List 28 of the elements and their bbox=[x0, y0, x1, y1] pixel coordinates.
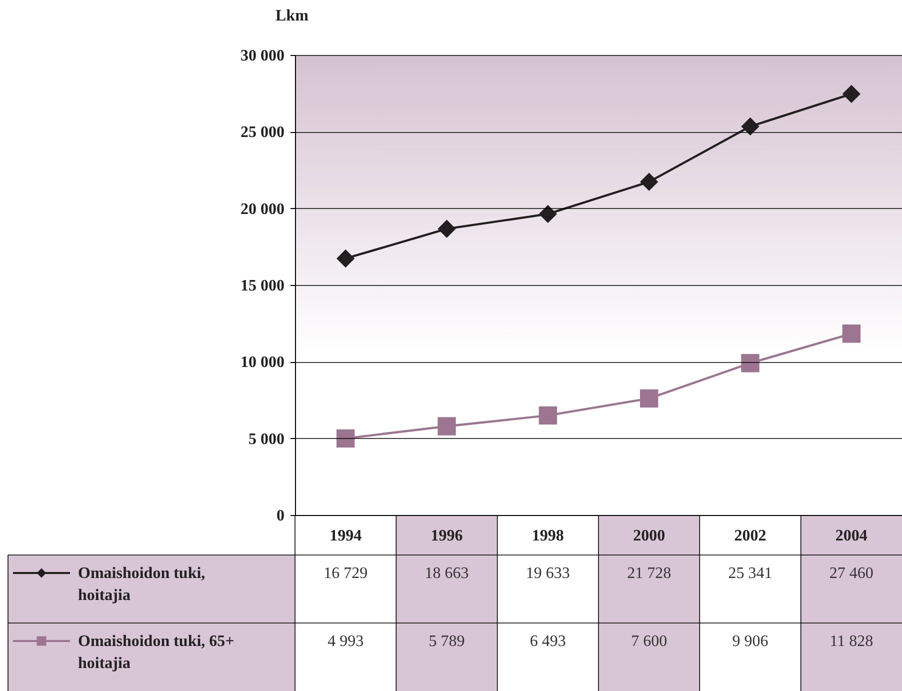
data-label: 25 341 bbox=[728, 565, 772, 582]
data-label: 21 728 bbox=[627, 565, 672, 582]
data-label: 6 493 bbox=[530, 633, 566, 650]
data-label: 9 906 bbox=[732, 633, 768, 650]
x-tick-label: 1996 bbox=[430, 528, 463, 544]
data-label: 5 789 bbox=[428, 633, 465, 650]
y-tick-label: 15 000 bbox=[240, 278, 284, 294]
y-tick-label: 0 bbox=[276, 508, 284, 524]
data-label: 19 633 bbox=[526, 565, 570, 582]
data-label: 27 460 bbox=[829, 565, 874, 582]
y-tick-label: 5 000 bbox=[248, 430, 284, 448]
x-tick-label: 1998 bbox=[532, 528, 564, 544]
data-label: 4 993 bbox=[328, 633, 364, 650]
x-tick-label: 2000 bbox=[633, 528, 666, 544]
data-label: 18 663 bbox=[424, 565, 469, 582]
y-axis-title: Lkm bbox=[276, 8, 310, 24]
y-tick-label: 10 000 bbox=[240, 354, 284, 372]
legend-label: Omaishoidon tuki, 65+ hoitajia bbox=[78, 633, 234, 672]
data-label: 16 729 bbox=[324, 565, 368, 582]
data-label: 11 828 bbox=[830, 633, 874, 650]
y-tick-label: 20 000 bbox=[240, 200, 284, 218]
y-tick-label: 30 000 bbox=[240, 48, 284, 64]
legend-label: Omaishoidon tuki, hoitajia bbox=[78, 565, 206, 604]
x-tick-label: 2004 bbox=[835, 528, 868, 544]
y-tick-label: 25 000 bbox=[240, 124, 284, 142]
x-tick-label: 2002 bbox=[734, 528, 766, 544]
data-label: 7 600 bbox=[631, 633, 668, 650]
x-tick-label: 1994 bbox=[330, 528, 362, 544]
